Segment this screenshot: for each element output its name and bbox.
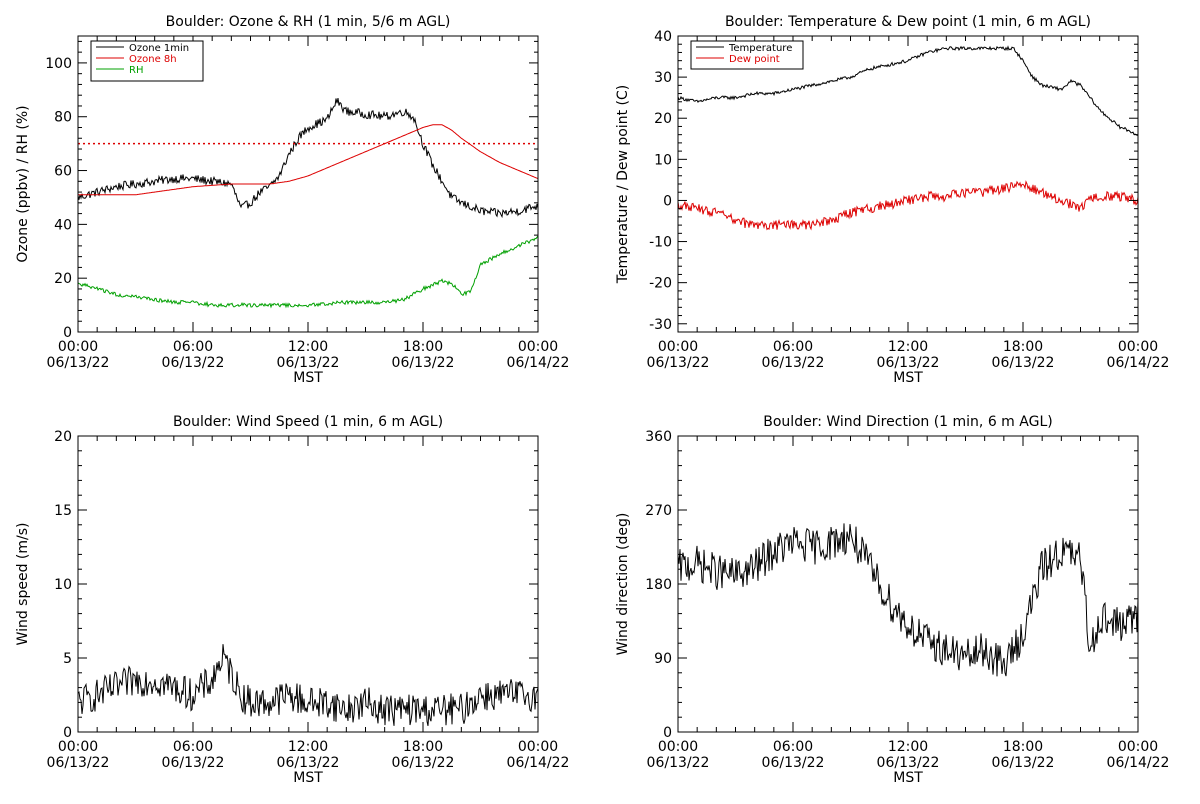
series-line-1 — [678, 45, 1138, 136]
plot-frame — [677, 35, 1139, 333]
x-axis-label: MST — [293, 770, 323, 786]
y-tick-label: 10 — [54, 577, 72, 593]
x-tick-date: 06/13/22 — [877, 755, 940, 771]
x-tick-date: 06/13/22 — [647, 355, 710, 371]
series-line-1 — [78, 98, 538, 219]
y-axis-label: Wind speed (m/s) — [15, 523, 31, 646]
legend-entry: Ozone 8h — [129, 54, 177, 65]
x-tick-date: 06/13/22 — [762, 755, 825, 771]
chart-1: Boulder: Ozone & RH (1 min, 5/6 m AGL) 0 2… — [15, 14, 569, 386]
x-tick-date: 06/13/22 — [647, 755, 710, 771]
x-tick-time: 00:00 — [1118, 739, 1158, 755]
y-tick-label: 20 — [654, 111, 672, 127]
y-tick-label: 20 — [54, 271, 72, 287]
x-tick-date: 06/14/22 — [1107, 755, 1170, 771]
x-tick-time: 12:00 — [888, 739, 928, 755]
chart-title: Boulder: Ozone & RH (1 min, 5/6 m AGL) — [166, 14, 451, 30]
y-tick-label: 30 — [654, 70, 672, 86]
y-tick-label: 15 — [54, 503, 72, 519]
x-tick-date: 06/13/22 — [877, 355, 940, 371]
x-tick-time: 06:00 — [773, 739, 813, 755]
x-tick-time: 00:00 — [58, 739, 98, 755]
x-tick-date: 06/14/22 — [1107, 355, 1170, 371]
x-tick-date: 06/13/22 — [277, 755, 340, 771]
x-tick-time: 00:00 — [1118, 339, 1158, 355]
legend-entry: Temperature — [728, 43, 792, 54]
x-tick-time: 06:00 — [173, 339, 213, 355]
y-tick-label: 0 — [663, 725, 672, 741]
x-tick-time: 06:00 — [773, 339, 813, 355]
y-tick-label: 0 — [63, 325, 72, 341]
y-tick-label: 20 — [54, 429, 72, 445]
y-tick-label: 270 — [645, 503, 672, 519]
x-tick-date: 06/13/22 — [47, 355, 110, 371]
x-tick-time: 06:00 — [173, 739, 213, 755]
y-tick-label: 180 — [645, 577, 672, 593]
x-tick-date: 06/13/22 — [392, 755, 455, 771]
y-tick-label: 360 — [645, 429, 672, 445]
chart-4: Boulder: Wind Direction (1 min, 6 m AGL)… — [615, 414, 1169, 786]
x-tick-time: 12:00 — [288, 739, 328, 755]
y-tick-label: 80 — [54, 110, 72, 126]
y-tick-label: 5 — [63, 651, 72, 667]
x-tick-date: 06/13/22 — [47, 755, 110, 771]
x-tick-date: 06/13/22 — [162, 355, 225, 371]
x-tick-time: 00:00 — [658, 339, 698, 355]
series-line-3 — [78, 235, 538, 309]
x-tick-time: 18:00 — [403, 739, 443, 755]
x-tick-date: 06/13/22 — [277, 355, 340, 371]
y-tick-label: -30 — [649, 317, 672, 333]
legend-entry: Dew point — [729, 54, 780, 65]
x-tick-time: 00:00 — [658, 739, 698, 755]
y-tick-label: 0 — [663, 193, 672, 209]
y-tick-label: 100 — [45, 56, 72, 72]
x-tick-time: 18:00 — [1003, 339, 1043, 355]
series-line-2 — [678, 180, 1138, 231]
y-axis-label: Wind direction (deg) — [615, 513, 631, 656]
x-tick-time: 12:00 — [288, 339, 328, 355]
y-axis-label: Temperature / Dew point (C) — [615, 85, 631, 284]
y-tick-label: 60 — [54, 164, 72, 180]
x-tick-time: 12:00 — [888, 339, 928, 355]
series-line-1 — [678, 523, 1138, 677]
x-tick-time: 00:00 — [518, 739, 558, 755]
y-tick-label: 90 — [654, 651, 672, 667]
series-line-2 — [78, 124, 538, 196]
x-tick-time: 18:00 — [1003, 739, 1043, 755]
legend-entry: Ozone 1min — [129, 43, 189, 54]
x-axis-label: MST — [893, 370, 923, 386]
legend-entry: RH — [129, 65, 143, 76]
chart-2: Boulder: Temperature & Dew point (1 min,… — [615, 14, 1169, 386]
x-axis-label: MST — [293, 370, 323, 386]
y-tick-label: 40 — [54, 217, 72, 233]
chart-title: Boulder: Wind Direction (1 min, 6 m AGL) — [763, 414, 1052, 430]
y-tick-label: 10 — [654, 152, 672, 168]
y-tick-label: 40 — [654, 29, 672, 45]
x-tick-date: 06/13/22 — [992, 355, 1055, 371]
x-tick-date: 06/13/22 — [762, 355, 825, 371]
x-tick-date: 06/14/22 — [507, 755, 570, 771]
x-tick-date: 06/14/22 — [507, 355, 570, 371]
chart-3: Boulder: Wind Speed (1 min, 6 m AGL) 0 5 10… — [15, 414, 569, 786]
x-axis-label: MST — [893, 770, 923, 786]
legend-box — [690, 40, 804, 70]
x-tick-date: 06/13/22 — [392, 355, 455, 371]
x-tick-date: 06/13/22 — [992, 755, 1055, 771]
y-tick-label: 0 — [63, 725, 72, 741]
series-line-1 — [78, 644, 538, 727]
legend-box — [90, 40, 204, 82]
x-tick-time: 18:00 — [403, 339, 443, 355]
chart-title: Boulder: Wind Speed (1 min, 6 m AGL) — [173, 414, 443, 430]
y-axis-label: Ozone (ppbv) / RH (%) — [15, 105, 31, 262]
x-tick-time: 00:00 — [58, 339, 98, 355]
x-tick-time: 00:00 — [518, 339, 558, 355]
y-tick-label: -20 — [649, 276, 672, 292]
y-tick-label: -10 — [649, 235, 672, 251]
x-tick-date: 06/13/22 — [162, 755, 225, 771]
chart-title: Boulder: Temperature & Dew point (1 min,… — [725, 14, 1091, 30]
